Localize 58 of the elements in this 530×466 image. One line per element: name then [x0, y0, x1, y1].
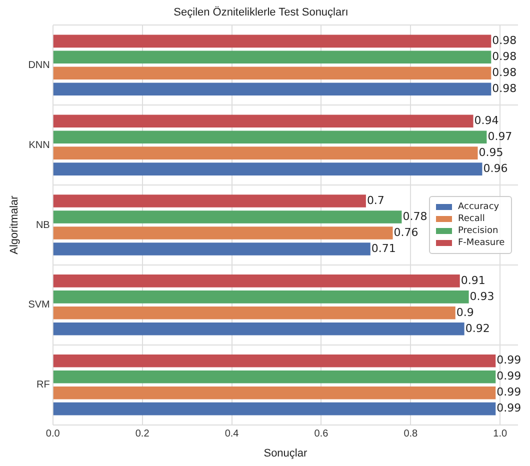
bar	[53, 242, 370, 256]
y-tick-label: DNN	[28, 60, 50, 71]
bar	[53, 386, 496, 400]
x-tick-label: 0.4	[224, 428, 240, 440]
data-label: 0.98	[492, 66, 517, 80]
x-tick-label: 1.0	[493, 428, 508, 440]
bar	[53, 290, 469, 304]
bar	[53, 194, 366, 208]
bar	[53, 114, 474, 128]
bar	[53, 226, 393, 240]
data-label: 0.91	[460, 274, 486, 287]
bar	[53, 274, 460, 288]
y-tick-label: SVM	[28, 300, 50, 311]
bar	[53, 210, 402, 224]
bar	[53, 146, 478, 160]
y-tick-label: KNN	[28, 140, 50, 151]
bar	[53, 354, 496, 368]
legend-label: Precision	[458, 226, 498, 236]
y-tick-label: RF	[36, 380, 50, 391]
legend-label: F-Measure	[458, 238, 505, 248]
data-label: 0.93	[470, 290, 494, 303]
data-label: 0.9	[456, 306, 474, 319]
chart-title: Seçilen Özniteliklerle Test Sonuçları	[174, 6, 348, 19]
data-label: 0.71	[371, 242, 396, 255]
bar	[53, 306, 456, 320]
x-tick-label: 0.2	[135, 428, 150, 440]
data-label: 0.92	[465, 322, 490, 335]
data-label: 0.76	[394, 226, 418, 239]
bar	[53, 50, 492, 64]
y-axis-title: Algoritmalar	[8, 195, 21, 254]
x-axis-title: Sonuçlar	[264, 447, 308, 460]
legend-label: Recall	[458, 214, 485, 224]
bar	[53, 322, 464, 336]
bar	[53, 162, 482, 176]
data-label: 0.95	[478, 146, 504, 159]
bar	[53, 66, 492, 80]
bar	[53, 402, 496, 416]
data-label: 0.78	[402, 210, 428, 223]
bar	[53, 370, 496, 384]
data-label: 0.98	[492, 50, 517, 64]
data-label: 0.97	[488, 130, 512, 143]
data-label: 0.99	[496, 386, 522, 399]
data-label: 0.99	[496, 402, 522, 415]
legend-label: Accuracy	[458, 202, 500, 212]
data-label: 0.96	[483, 162, 508, 175]
data-label: 0.94	[474, 114, 499, 127]
data-label: 0.98	[492, 82, 517, 95]
bar	[53, 34, 492, 48]
bar	[53, 130, 487, 144]
x-tick-label: 0.8	[404, 428, 418, 440]
data-label: 0.99	[496, 354, 522, 367]
bar	[53, 82, 492, 96]
data-label: 0.99	[496, 370, 522, 383]
x-tick-label: 0.6	[314, 428, 329, 440]
data-label: 0.98	[492, 34, 517, 48]
data-label: 0.7	[366, 194, 384, 207]
y-tick-label: NB	[36, 220, 50, 231]
x-tick-label: 0.0	[46, 428, 60, 440]
